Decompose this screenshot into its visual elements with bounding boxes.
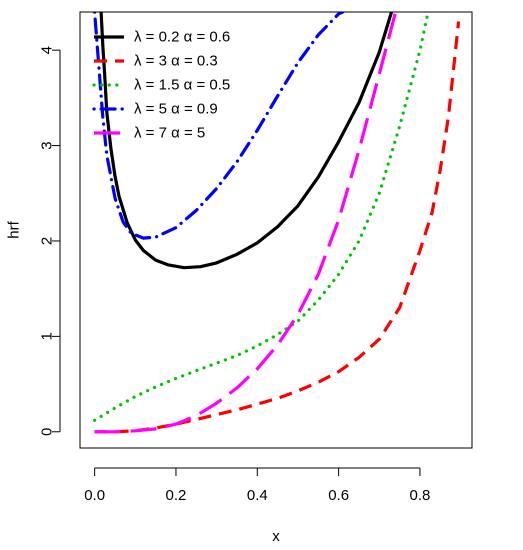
y-tick-label: 0	[39, 428, 56, 436]
y-tick-label: 3	[39, 141, 56, 149]
x-tick-label: 0.4	[247, 487, 268, 504]
legend-label-4: λ = 5 α = 0.9	[134, 101, 218, 118]
legend-label-3: λ = 1.5 α = 0.5	[134, 77, 230, 94]
x-axis-title: x	[272, 528, 280, 545]
legend-label-5: λ = 7 α = 5	[134, 125, 205, 142]
series-line-4	[92, 12, 345, 240]
curves-layer	[92, 12, 461, 434]
y-axis: 0 1 2 3 4	[39, 46, 61, 436]
y-tick-label: 4	[39, 46, 56, 54]
x-tick-label: 0.2	[166, 487, 187, 504]
y-axis-title: hrf	[6, 220, 23, 238]
legend-label-1: λ = 0.2 α = 0.6	[134, 29, 230, 46]
y-tick-label: 2	[39, 237, 56, 245]
legend-label-2: λ = 3 α = 0.3	[134, 53, 218, 70]
legend: λ = 0.2 α = 0.6 λ = 3 α = 0.3 λ = 1.5 α = …	[92, 29, 230, 142]
plot-frame	[79, 11, 473, 449]
series-line-5	[94, 12, 398, 434]
x-tick-label: 0.6	[328, 487, 349, 504]
x-tick-label: 0.8	[410, 487, 431, 504]
series-line-2	[94, 21, 461, 434]
x-axis: 0.0 0.2 0.4 0.6 0.8	[84, 467, 431, 504]
y-tick-label: 1	[39, 332, 56, 340]
series-line-1	[99, 12, 394, 270]
x-tick-label: 0.0	[84, 487, 105, 504]
series-line-3	[92, 12, 430, 422]
